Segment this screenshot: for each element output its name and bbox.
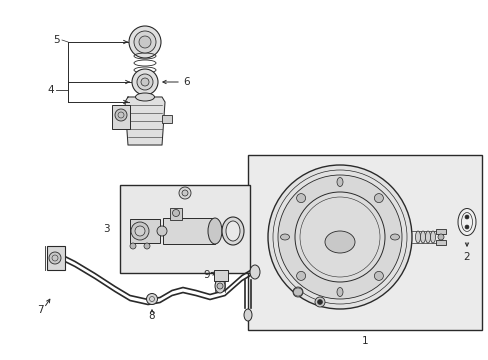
Bar bbox=[162, 115, 172, 123]
Circle shape bbox=[292, 287, 303, 297]
Polygon shape bbox=[125, 97, 164, 145]
Circle shape bbox=[182, 190, 187, 196]
Text: 1: 1 bbox=[361, 336, 367, 346]
Circle shape bbox=[134, 31, 156, 53]
Text: 9: 9 bbox=[203, 270, 209, 280]
Ellipse shape bbox=[425, 231, 429, 243]
Bar bbox=[214, 270, 227, 281]
Ellipse shape bbox=[249, 265, 260, 279]
Ellipse shape bbox=[280, 234, 289, 240]
Circle shape bbox=[157, 226, 167, 236]
Ellipse shape bbox=[336, 288, 342, 297]
Circle shape bbox=[131, 222, 149, 240]
Ellipse shape bbox=[135, 93, 154, 101]
Bar bbox=[170, 208, 182, 220]
Text: 6: 6 bbox=[183, 77, 189, 87]
Circle shape bbox=[132, 69, 158, 95]
Circle shape bbox=[317, 300, 322, 305]
Circle shape bbox=[139, 36, 151, 48]
Circle shape bbox=[135, 226, 145, 236]
Ellipse shape bbox=[420, 231, 425, 243]
Bar bbox=[120, 185, 249, 273]
Circle shape bbox=[294, 192, 384, 282]
Bar bbox=[130, 219, 160, 243]
Ellipse shape bbox=[244, 309, 251, 321]
Circle shape bbox=[374, 271, 383, 280]
Circle shape bbox=[143, 243, 150, 249]
Circle shape bbox=[464, 225, 468, 229]
Circle shape bbox=[374, 194, 383, 203]
Ellipse shape bbox=[215, 279, 224, 293]
Ellipse shape bbox=[325, 231, 354, 253]
Circle shape bbox=[437, 234, 443, 240]
Circle shape bbox=[217, 283, 223, 289]
Bar bbox=[435, 229, 445, 234]
Circle shape bbox=[314, 297, 325, 307]
Text: 4: 4 bbox=[47, 85, 54, 95]
Text: 3: 3 bbox=[103, 224, 110, 234]
Bar bbox=[47, 246, 65, 270]
Circle shape bbox=[296, 194, 305, 203]
Circle shape bbox=[130, 243, 136, 249]
Ellipse shape bbox=[429, 231, 435, 243]
Ellipse shape bbox=[336, 177, 342, 186]
Circle shape bbox=[115, 109, 127, 121]
Circle shape bbox=[137, 74, 153, 90]
Circle shape bbox=[141, 78, 149, 86]
Ellipse shape bbox=[207, 218, 222, 244]
Bar bbox=[163, 218, 215, 244]
Circle shape bbox=[267, 165, 411, 309]
Text: 5: 5 bbox=[53, 35, 60, 45]
Ellipse shape bbox=[457, 208, 475, 235]
Circle shape bbox=[179, 187, 191, 199]
Ellipse shape bbox=[222, 217, 244, 245]
Bar bbox=[112, 105, 130, 129]
Circle shape bbox=[49, 252, 61, 264]
Text: 2: 2 bbox=[463, 252, 469, 262]
Circle shape bbox=[464, 215, 468, 219]
Ellipse shape bbox=[390, 234, 399, 240]
Bar bbox=[247, 155, 481, 330]
Circle shape bbox=[296, 271, 305, 280]
Text: 8: 8 bbox=[148, 311, 155, 321]
Circle shape bbox=[172, 210, 179, 216]
Circle shape bbox=[146, 293, 157, 305]
Bar bbox=[435, 240, 445, 245]
Text: 7: 7 bbox=[37, 305, 43, 315]
Ellipse shape bbox=[415, 231, 420, 243]
Circle shape bbox=[129, 26, 161, 58]
Ellipse shape bbox=[225, 221, 240, 241]
Circle shape bbox=[278, 175, 401, 299]
